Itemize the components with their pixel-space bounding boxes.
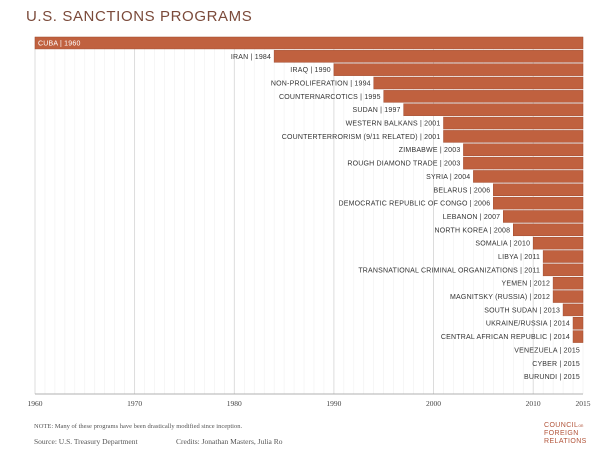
bar	[552, 290, 584, 303]
bar-label: YEMEN | 2012	[502, 281, 551, 288]
bar-label: SUDAN | 1997	[352, 107, 400, 114]
x-tick-label: 1990	[326, 399, 341, 408]
bar	[463, 156, 584, 170]
x-axis: 1960 1970 1980 1990 2000 2010 2015	[28, 393, 591, 408]
x-tick-label: 1970	[127, 399, 142, 408]
cfr-logo: COUNCILon FOREIGN RELATIONS	[544, 422, 594, 446]
bar-labels: CUBA | 1960 IRAN | 1984 IRAQ | 1990 NON-PRO…	[38, 40, 580, 381]
bar-label: DEMOCRATIC REPUBLIC OF CONGO | 2006	[338, 201, 490, 208]
bar	[562, 303, 584, 317]
x-tick-label: 1960	[28, 399, 43, 408]
bar-label: WESTERN BALKANS | 2001	[346, 121, 441, 128]
bar-label: SYRIA | 2004	[426, 174, 470, 181]
logo-line3: RELATIONS	[544, 438, 587, 445]
bar-label: CYBER | 2015	[532, 361, 580, 368]
bar-label: MAGNITSKY (RUSSIA) | 2012	[450, 294, 550, 301]
bar-label: NORTH KOREA | 2008	[435, 227, 511, 234]
bar-label: IRAQ | 1990	[290, 67, 331, 74]
bar	[34, 36, 584, 50]
bar-label: UKRAINE/RUSSIA | 2014	[486, 321, 570, 328]
chart-title: U.S. SANCTIONS PROGRAMS	[26, 8, 253, 25]
source-note: Source: U.S. Treasury Department	[34, 437, 138, 446]
bar-label: CENTRAL AFRICAN REPUBLIC | 2014	[441, 334, 570, 341]
footnote: NOTE: Many of these programs have been d…	[34, 423, 243, 430]
logo-line1-small: on	[578, 423, 584, 428]
bar	[552, 276, 584, 290]
bar	[572, 330, 584, 343]
bar-label: LIBYA | 2011	[498, 254, 540, 261]
bar	[463, 143, 584, 156]
logo-line1: COUNCIL	[544, 422, 579, 429]
x-tick-label: 2010	[526, 399, 541, 408]
bar	[542, 250, 584, 263]
bar	[532, 236, 584, 250]
bar-label: CUBA | 1960	[38, 40, 81, 47]
bar	[373, 76, 584, 90]
bar	[572, 317, 584, 330]
x-tick-label: 2000	[426, 399, 441, 408]
bar-label: SOMALIA | 2010	[475, 241, 530, 248]
bar	[493, 183, 584, 197]
x-tick-label: 1980	[227, 399, 242, 408]
bar	[403, 103, 584, 116]
bar	[273, 50, 584, 63]
bar-label: ROUGH DIAMOND TRADE | 2003	[347, 161, 460, 168]
bar-label: BELARUS | 2006	[434, 187, 491, 194]
bars	[34, 36, 584, 343]
bar	[542, 263, 584, 277]
bar-label: COUNTERTERRORISM (9/11 RELATED) | 2001	[282, 134, 441, 141]
x-tick-label: 2015	[576, 399, 591, 408]
bar	[513, 223, 584, 237]
bar	[443, 130, 584, 143]
bar-label: ZIMBABWE | 2003	[399, 147, 461, 154]
bar-label: TRANSNATIONAL CRIMINAL ORGANIZATIONS | 2…	[358, 267, 540, 274]
bar-label: SOUTH SUDAN | 2013	[484, 307, 560, 314]
bar-label: COUNTERNARCOTICS | 1995	[279, 94, 381, 101]
bar-label: IRAN | 1984	[231, 54, 271, 61]
logo-line2: FOREIGN	[544, 430, 579, 437]
bar-label: NON-PROLIFERATION | 1994	[271, 81, 371, 88]
bar	[383, 90, 584, 103]
bar	[493, 196, 584, 210]
bar-label: BURUNDI | 2015	[524, 374, 580, 381]
bar	[443, 116, 584, 130]
bar	[473, 170, 584, 183]
bar	[503, 210, 584, 223]
credits-note: Credits: Jonathan Masters, Julia Ro	[176, 437, 283, 446]
bar	[333, 63, 584, 76]
bar-label: LEBANON | 2007	[443, 214, 501, 221]
bar-label: VENEZUELA | 2015	[514, 347, 580, 354]
